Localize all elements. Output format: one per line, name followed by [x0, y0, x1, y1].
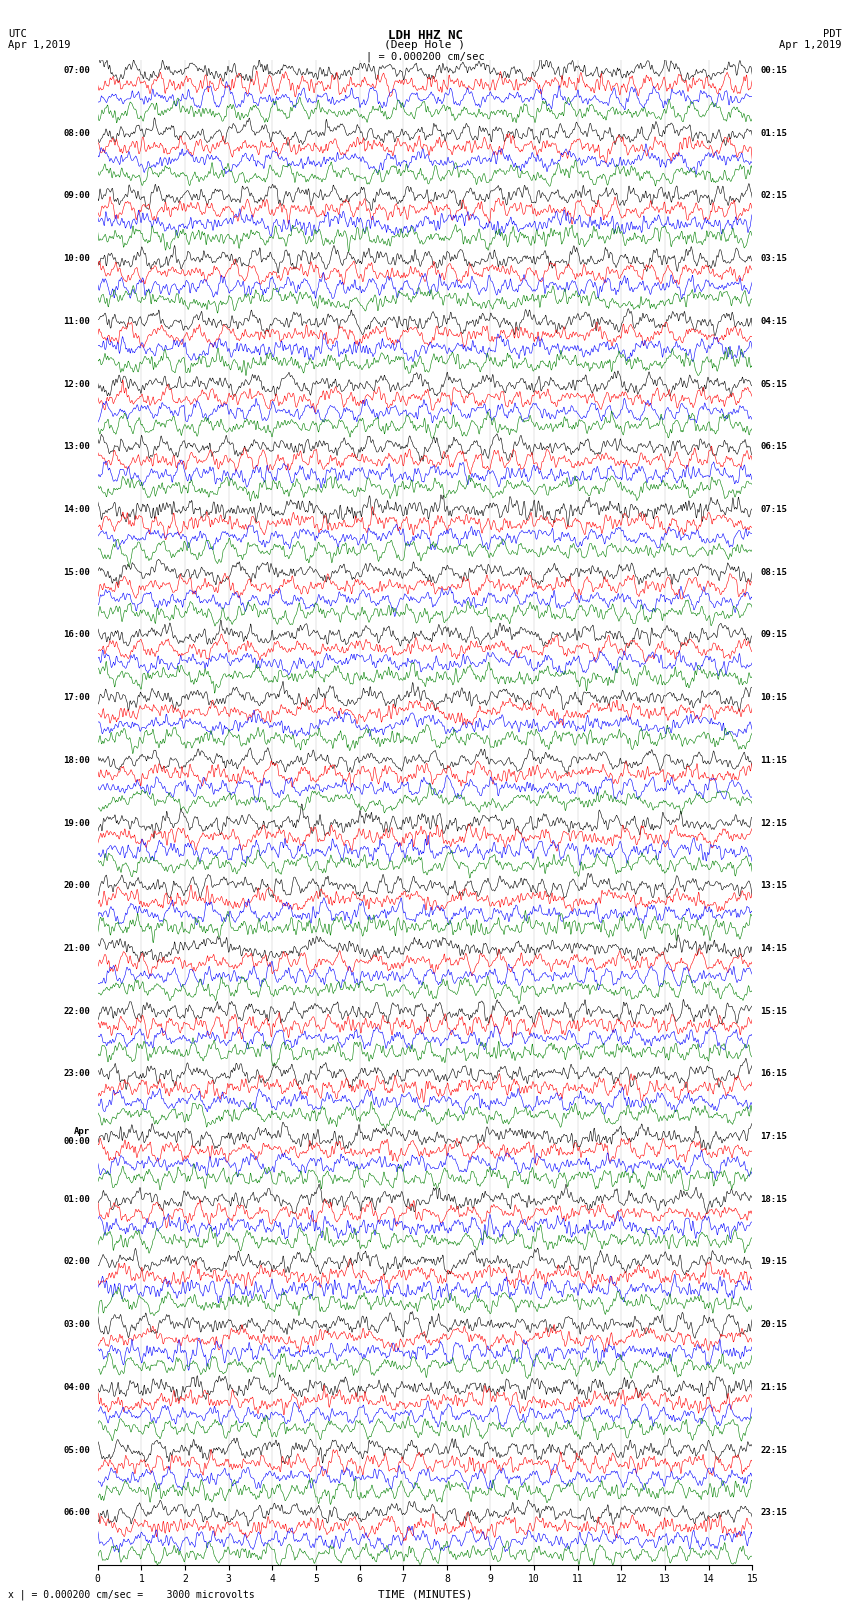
Text: 16:15: 16:15 [760, 1069, 787, 1079]
Text: 21:15: 21:15 [760, 1382, 787, 1392]
Text: 09:15: 09:15 [760, 631, 787, 639]
Text: Apr 1,2019: Apr 1,2019 [779, 40, 842, 50]
Text: 03:00: 03:00 [63, 1319, 90, 1329]
Text: 22:00: 22:00 [63, 1007, 90, 1016]
Text: Apr
00:00: Apr 00:00 [63, 1127, 90, 1147]
Text: Apr 1,2019: Apr 1,2019 [8, 40, 71, 50]
Text: 13:15: 13:15 [760, 881, 787, 890]
Text: 08:15: 08:15 [760, 568, 787, 577]
Text: 11:15: 11:15 [760, 756, 787, 765]
Text: 16:00: 16:00 [63, 631, 90, 639]
Text: 03:15: 03:15 [760, 255, 787, 263]
Text: 17:00: 17:00 [63, 694, 90, 702]
Text: 19:00: 19:00 [63, 818, 90, 827]
Text: LDH HHZ NC: LDH HHZ NC [388, 29, 462, 42]
Text: 20:15: 20:15 [760, 1319, 787, 1329]
Text: UTC: UTC [8, 29, 27, 39]
Text: 17:15: 17:15 [760, 1132, 787, 1140]
X-axis label: TIME (MINUTES): TIME (MINUTES) [377, 1590, 473, 1600]
Text: 14:15: 14:15 [760, 944, 787, 953]
Text: 15:15: 15:15 [760, 1007, 787, 1016]
Text: 04:00: 04:00 [63, 1382, 90, 1392]
Text: 23:00: 23:00 [63, 1069, 90, 1079]
Text: 09:00: 09:00 [63, 192, 90, 200]
Text: 02:00: 02:00 [63, 1258, 90, 1266]
Text: x | = 0.000200 cm/sec =    3000 microvolts: x | = 0.000200 cm/sec = 3000 microvolts [8, 1589, 255, 1600]
Text: 14:00: 14:00 [63, 505, 90, 515]
Text: 18:00: 18:00 [63, 756, 90, 765]
Text: 04:15: 04:15 [760, 316, 787, 326]
Text: 05:15: 05:15 [760, 379, 787, 389]
Text: 15:00: 15:00 [63, 568, 90, 577]
Text: PDT: PDT [823, 29, 842, 39]
Text: 08:00: 08:00 [63, 129, 90, 137]
Text: 06:15: 06:15 [760, 442, 787, 452]
Text: 12:00: 12:00 [63, 379, 90, 389]
Text: 19:15: 19:15 [760, 1258, 787, 1266]
Text: (Deep Hole ): (Deep Hole ) [384, 40, 466, 50]
Text: 11:00: 11:00 [63, 316, 90, 326]
Text: 23:15: 23:15 [760, 1508, 787, 1518]
Text: 07:00: 07:00 [63, 66, 90, 76]
Text: 02:15: 02:15 [760, 192, 787, 200]
Text: 01:15: 01:15 [760, 129, 787, 137]
Text: 00:15: 00:15 [760, 66, 787, 76]
Text: 06:00: 06:00 [63, 1508, 90, 1518]
Text: 10:00: 10:00 [63, 255, 90, 263]
Text: 21:00: 21:00 [63, 944, 90, 953]
Text: 10:15: 10:15 [760, 694, 787, 702]
Text: 12:15: 12:15 [760, 818, 787, 827]
Text: 05:00: 05:00 [63, 1445, 90, 1455]
Text: 22:15: 22:15 [760, 1445, 787, 1455]
Text: 13:00: 13:00 [63, 442, 90, 452]
Text: 07:15: 07:15 [760, 505, 787, 515]
Text: 18:15: 18:15 [760, 1195, 787, 1203]
Text: | = 0.000200 cm/sec: | = 0.000200 cm/sec [366, 52, 484, 63]
Text: 20:00: 20:00 [63, 881, 90, 890]
Text: 01:00: 01:00 [63, 1195, 90, 1203]
